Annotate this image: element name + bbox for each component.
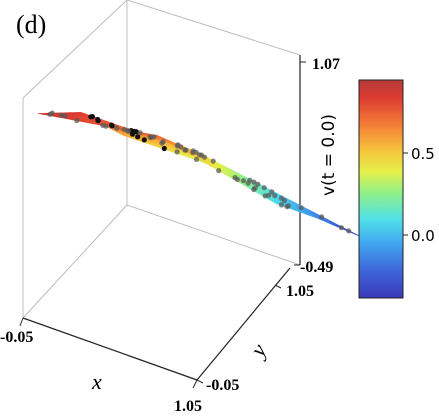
data-point — [190, 149, 196, 155]
z-tick-label-top: 1.07 — [312, 56, 340, 73]
data-point — [252, 185, 258, 191]
data-point — [285, 203, 291, 209]
data-point — [202, 154, 208, 160]
y-tick-label-end: 1.05 — [286, 283, 314, 300]
y-tick-mark-start — [196, 379, 204, 384]
data-point — [251, 179, 257, 185]
y-tick-label-start: -0.05 — [206, 377, 239, 394]
data-point — [216, 168, 222, 174]
data-point — [278, 195, 284, 201]
colorbar: 0.5 0.0 — [358, 79, 435, 299]
data-point — [58, 112, 64, 118]
data-point — [338, 225, 344, 231]
data-point — [272, 193, 278, 199]
data-point — [125, 128, 131, 134]
colorbar-gradient — [358, 79, 404, 299]
data-point — [74, 117, 80, 124]
data-point — [182, 147, 188, 153]
data-point — [193, 156, 200, 162]
data-point — [147, 134, 153, 140]
data-point — [109, 122, 115, 128]
data-point — [269, 189, 275, 195]
x-tick-mark-start — [19, 317, 24, 327]
data-point — [135, 134, 141, 140]
data-point — [100, 122, 106, 128]
y-tick-mark-end — [274, 284, 282, 289]
surface — [37, 111, 362, 238]
data-point — [261, 185, 267, 191]
panel-label: (d) — [16, 10, 46, 39]
data-point — [95, 118, 101, 124]
data-point — [161, 145, 167, 152]
data-point — [174, 149, 180, 155]
x-tick-label-end: 1.05 — [174, 398, 202, 415]
data-point — [266, 192, 272, 198]
data-point — [247, 177, 253, 183]
data-point — [240, 178, 246, 184]
x-axis-label: x — [91, 369, 102, 394]
data-point — [278, 202, 284, 208]
data-point — [174, 143, 180, 149]
data-point — [319, 214, 325, 220]
data-point — [255, 181, 261, 187]
data-point — [129, 131, 136, 137]
data-point — [210, 158, 216, 164]
axes-box — [22, 0, 301, 319]
data-point — [160, 139, 166, 145]
colorbar-tick-label-0: 0.5 — [411, 145, 435, 163]
data-points — [47, 110, 352, 234]
z-tick-label-bottom: -0.49 — [300, 259, 333, 276]
y-axis-label: y — [244, 339, 272, 362]
data-point — [49, 110, 55, 116]
data-point — [346, 228, 352, 234]
x-tick-mark-end — [192, 379, 198, 389]
axis-lines — [22, 55, 301, 381]
data-point — [89, 114, 95, 120]
x-tick-label-start: -0.05 — [0, 329, 33, 346]
data-point — [141, 137, 147, 143]
data-point — [137, 130, 143, 136]
colorbar-tick-label-1: 0.0 — [411, 227, 435, 245]
data-point — [298, 205, 304, 211]
data-point — [234, 176, 240, 182]
z-axis-label: v(t = 0.0) — [319, 114, 339, 196]
data-point — [197, 152, 203, 158]
data-point — [114, 125, 120, 131]
